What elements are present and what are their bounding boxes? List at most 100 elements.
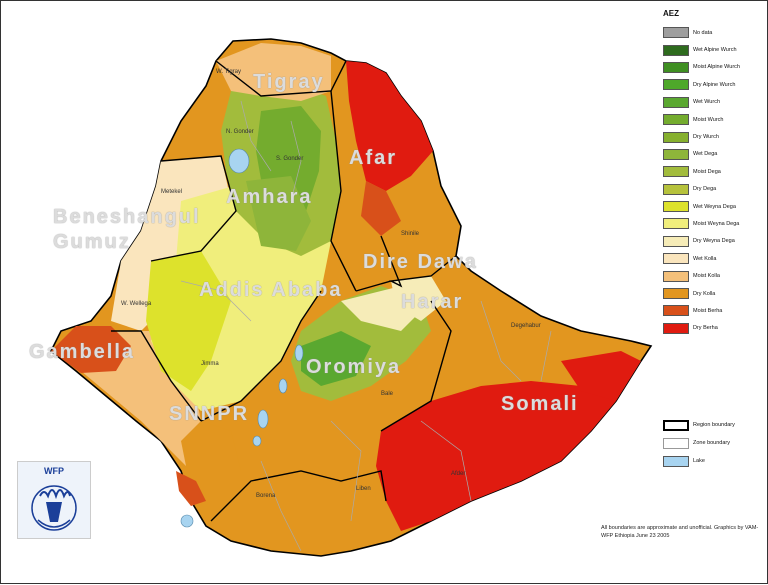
lake-rift-1 <box>294 344 304 362</box>
legend-item: Dry Kolla <box>663 285 767 302</box>
boundary-legend-label: Zone boundary <box>693 440 730 446</box>
boundary-legend-item: Region boundary <box>663 416 767 434</box>
legend-label: No data <box>693 29 713 36</box>
zone-label-borena: Borena <box>256 493 276 499</box>
region-label-beneshangul: Beneshangul <box>53 206 201 228</box>
zone-label-metekel: Metekel <box>161 189 183 195</box>
lake-turkana <box>180 514 194 528</box>
zone-label-jimma: Jimma <box>201 361 219 367</box>
zone-label-shinile: Shinile <box>401 231 420 237</box>
legend-items: No data Wet Alpine Wurch Moist Alpine Wurc… <box>663 24 767 337</box>
boundary-legend-swatch <box>663 455 689 467</box>
legend-label: Wet Alpine Wurch <box>693 47 737 54</box>
region-label-gambella: Gambella <box>29 341 136 363</box>
boundary-legend-label: Region boundary <box>693 422 735 428</box>
legend-label: Wet Wurch <box>693 99 720 106</box>
boundary-legend: Region boundary Zone boundary Lake <box>663 416 767 470</box>
legend-item: Dry Alpine Wurch <box>663 76 767 93</box>
legend-item: Moist Alpine Wurch <box>663 59 767 76</box>
boundary-legend-swatch <box>663 419 689 431</box>
legend-item: Dry Berha <box>663 320 767 337</box>
legend-swatch <box>663 201 689 213</box>
legend-swatch <box>663 270 689 282</box>
zone-afar-moist-berha <box>361 181 401 236</box>
legend-swatch <box>663 114 689 126</box>
aez-map <box>49 38 653 557</box>
zone-tigray-kolla <box>216 43 331 101</box>
legend-swatch <box>663 183 689 195</box>
lake-chamo <box>252 435 262 447</box>
legend-swatch <box>663 253 689 265</box>
legend-item: Moist Dega <box>663 163 767 180</box>
legend-item: Moist Kolla <box>663 267 767 284</box>
zone-wet-weyna-dega <box>146 251 231 391</box>
zone-somali-dry-berha <box>376 381 616 531</box>
legend-label: Dry Wurch <box>693 134 719 141</box>
zone-label-s-gonder: S. Gonder <box>276 156 304 162</box>
lake-rift-2 <box>278 378 288 394</box>
legend-swatch <box>663 166 689 178</box>
legend-item: Dry Weyna Dega <box>663 233 767 250</box>
zone-label-bale: Bale <box>381 391 394 397</box>
legend-label: Wet Dega <box>693 151 718 158</box>
legend-swatch <box>663 305 689 317</box>
legend-item: Dry Dega <box>663 181 767 198</box>
legend-item: Moist Wurch <box>663 111 767 128</box>
legend-swatch <box>663 131 689 143</box>
region-label-addis-ababa: Addis Ababa <box>199 279 343 301</box>
legend-label: Wet Weyna Dega <box>693 203 736 210</box>
legend-label: Dry Berha <box>693 325 718 332</box>
zone-wet-dega-north <box>246 176 311 251</box>
legend-label: Moist Wurch <box>693 116 724 123</box>
legend-item: Wet Alpine Wurch <box>663 41 767 58</box>
legend-swatch <box>663 322 689 334</box>
legend-item: Wet Kolla <box>663 250 767 267</box>
legend-label: Dry Weyna Dega <box>693 238 735 245</box>
legend-swatch <box>663 96 689 108</box>
zone-label-degehabur: Degehabur <box>511 323 541 329</box>
region-label-amhara: Amhara <box>226 186 313 208</box>
legend-label: Dry Alpine Wurch <box>693 81 736 88</box>
lake-abaya <box>257 409 269 429</box>
lake-tana <box>228 148 250 174</box>
boundary-legend-label: Lake <box>693 458 705 464</box>
zone-boundaries <box>180 100 552 552</box>
region-label-snnpr: SNNPR <box>169 403 250 425</box>
zone-label-n-gonder: N. Gonder <box>226 129 254 135</box>
legend-swatch <box>663 79 689 91</box>
legend-label: Moist Berha <box>693 307 723 314</box>
zone-gambella-berha <box>51 326 131 373</box>
region-label-oromiya: Oromiya <box>306 356 402 378</box>
legend-label: Moist Kolla <box>693 273 720 280</box>
legend-swatch <box>663 148 689 160</box>
zone-wurch-southeast <box>301 331 371 386</box>
legend-swatch <box>663 218 689 230</box>
legend-label: Moist Alpine Wurch <box>693 64 740 71</box>
legend-swatch <box>663 61 689 73</box>
region-label-somali: Somali <box>501 393 579 415</box>
boundary-legend-items: Region boundary Zone boundary Lake <box>663 416 767 470</box>
legend-item: Moist Weyna Dega <box>663 215 767 232</box>
legend-label: Dry Dega <box>693 186 717 193</box>
legend-label: Moist Weyna Dega <box>693 220 740 227</box>
legend: AEZ No data Wet Alpine Wurch Moist Alpine … <box>663 9 767 337</box>
wfp-emblem-icon <box>31 485 77 531</box>
boundary-legend-swatch <box>663 437 689 449</box>
region-label-harar: Harar <box>401 291 464 313</box>
legend-title: AEZ <box>663 9 679 18</box>
legend-label: Moist Dega <box>693 168 721 175</box>
disclaimer-text: All boundaries are approximate and unoff… <box>601 525 759 539</box>
legend-item: Wet Wurch <box>663 94 767 111</box>
zone-somali-east-berha <box>561 351 641 401</box>
legend-swatch <box>663 288 689 300</box>
region-label-gumuz: Gumuz <box>53 231 131 253</box>
region-boundaries <box>111 60 457 522</box>
zone-snnpr-berha <box>176 471 206 506</box>
boundary-legend-item: Lake <box>663 452 767 470</box>
region-label-afar: Afar <box>349 147 398 169</box>
wfp-logo: WFP <box>17 461 91 539</box>
legend-item: Dry Wurch <box>663 128 767 145</box>
legend-swatch <box>663 44 689 56</box>
zone-label-w-tigray: W. Tigray <box>216 69 242 75</box>
